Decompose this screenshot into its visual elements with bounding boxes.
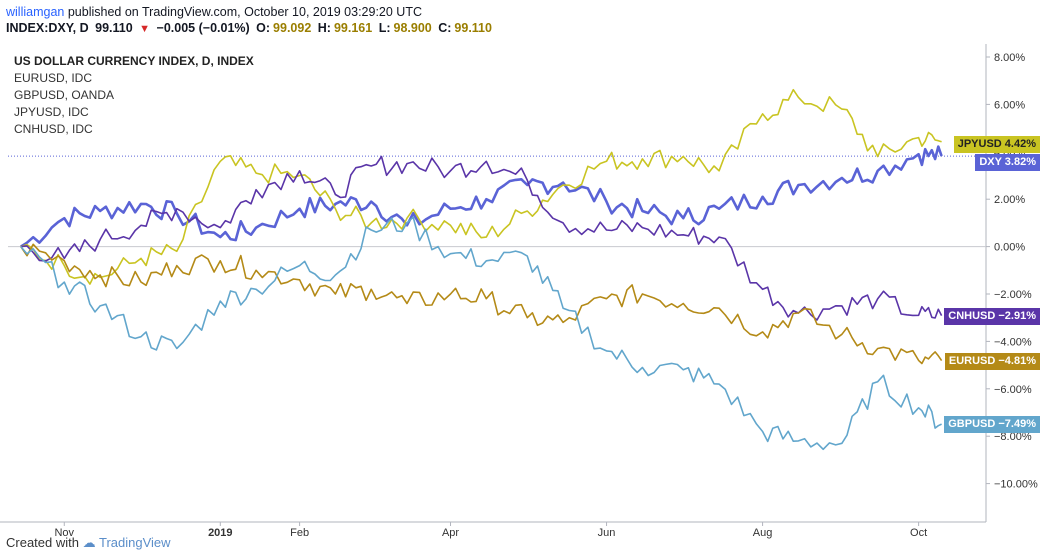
high-value: 99.161 <box>333 21 373 35</box>
close-value: 99.110 <box>454 21 492 35</box>
y-tick-label: 2.00% <box>994 194 1025 206</box>
y-tick-label: 6.00% <box>994 99 1025 111</box>
price-tag-gbpusd: GBPUSD −7.49% <box>944 416 1040 434</box>
footer: Created with ☁ TradingView <box>6 535 171 551</box>
price-tag-name: GBPUSD <box>948 418 999 431</box>
x-tick-label: Jun <box>598 527 616 539</box>
series-line-gbpusd <box>20 216 942 451</box>
y-tick-label: −8.00% <box>994 431 1032 443</box>
axis-layer: 8.00%6.00%4.00%2.00%0.00%−2.00%−4.00%−6.… <box>0 44 1038 539</box>
high-label: H: <box>317 21 331 35</box>
x-tick-label: Nov <box>54 527 74 539</box>
published-text: published on TradingView.com, October 10… <box>67 5 423 19</box>
series-line-dxy <box>20 145 943 248</box>
x-tick-label: Feb <box>290 527 309 539</box>
price-tag-value: −2.91% <box>998 309 1036 322</box>
series-layer <box>20 88 943 451</box>
x-tick-label: Apr <box>442 527 459 539</box>
down-triangle-icon: ▼ <box>139 23 151 35</box>
y-tick-label: −6.00% <box>994 384 1032 396</box>
y-tick-label: 0.00% <box>994 242 1025 254</box>
price-value: 99.110 <box>95 21 133 35</box>
open-label: O: <box>256 21 271 35</box>
tradingview-brand[interactable]: TradingView <box>99 535 171 550</box>
publish-header: williamgan published on TradingView.com,… <box>6 5 422 19</box>
price-tag-name: JPYUSD <box>957 137 1005 150</box>
tradingview-logo-icon: ☁ <box>82 535 96 550</box>
change-value: −0.005 (−0.01%) <box>156 21 250 35</box>
price-tag-dxy: DXY 3.82% <box>975 154 1040 172</box>
legend-entry-dxy[interactable]: US DOLLAR CURRENCY INDEX, D, INDEX <box>14 54 254 68</box>
legend-entry-jpyusd[interactable]: JPYUSD, IDC <box>14 105 89 119</box>
price-tag-name: EURUSD <box>948 354 999 367</box>
y-tick-label: −2.00% <box>994 289 1032 301</box>
low-label: L: <box>378 21 391 35</box>
price-tag-value: 3.82% <box>1004 156 1036 169</box>
author-link[interactable]: williamgan <box>6 5 65 19</box>
price-tag-name: DXY <box>979 156 1005 169</box>
legend-entry-gbpusd[interactable]: GBPUSD, OANDA <box>14 88 115 102</box>
close-label: C: <box>438 21 452 35</box>
open-value: 99.092 <box>273 21 312 35</box>
x-tick-label: Aug <box>753 527 773 539</box>
y-tick-label: −4.00% <box>994 336 1032 348</box>
legend-entry-cnhusd[interactable]: CNHUSD, IDC <box>14 122 93 136</box>
price-tag-eurusd: EURUSD −4.81% <box>944 352 1040 370</box>
chart-legend: US DOLLAR CURRENCY INDEX, D, INDEX EURUS… <box>14 53 254 138</box>
x-tick-label: Oct <box>910 527 927 539</box>
created-with-text: Created with <box>6 535 79 550</box>
legend-entry-eurusd[interactable]: EURUSD, IDC <box>14 71 93 85</box>
symbol-header: INDEX:DXY, D 99.110 ▼ −0.005 (−0.01%) O:… <box>6 21 495 35</box>
x-tick-label: 2019 <box>208 527 232 539</box>
y-tick-label: 8.00% <box>994 52 1025 64</box>
price-tag-cnhusd: CNHUSD −2.91% <box>944 307 1040 325</box>
price-tag-value: −4.81% <box>998 354 1036 367</box>
low-value: 98.900 <box>393 21 432 35</box>
price-tag-jpyusd: JPYUSD 4.42% <box>953 135 1040 153</box>
price-tag-name: CNHUSD <box>948 309 999 322</box>
series-line-eurusd <box>20 243 943 365</box>
price-tag-value: 4.42% <box>1004 137 1036 150</box>
price-tag-value: −7.49% <box>998 418 1036 431</box>
y-tick-label: −10.00% <box>994 479 1038 491</box>
symbol-label: INDEX:DXY, D <box>6 21 89 35</box>
series-line-jpyusd <box>20 88 942 285</box>
